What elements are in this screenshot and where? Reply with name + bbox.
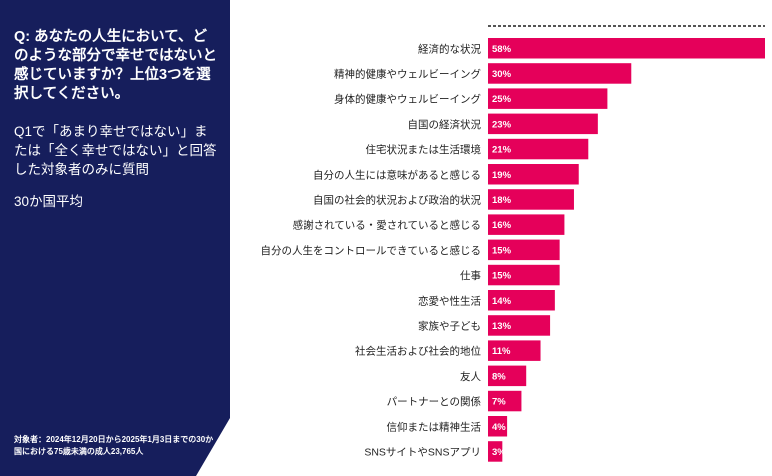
bar-chart: 経済的な状況 58% 精神的健康やウェルビーイング 30% 身体的健康やウェルビーイング… <box>261 25 765 462</box>
bar <box>488 239 560 261</box>
bar <box>488 113 598 135</box>
question-panel: Q: あなたの人生において、どのような部分で幸せではないと感じていますか？上位3… <box>0 0 230 476</box>
value-label: 7% <box>492 397 506 408</box>
category-label: 友人 <box>460 370 481 383</box>
bar <box>488 88 608 109</box>
value-label: 23% <box>492 119 512 130</box>
category-label: 社会生活および社会的地位 <box>355 345 481 358</box>
footnote: 対象者：2024年12月20日から2025年1月3日までの30か国における75歳… <box>14 435 214 456</box>
bar <box>488 138 589 160</box>
bar <box>488 214 565 235</box>
bar <box>488 38 765 59</box>
category-label: 自国の経済状況 <box>408 118 482 131</box>
bar <box>488 189 574 210</box>
category-label: 住宅状況または生活環境 <box>366 143 482 156</box>
bar <box>488 264 560 286</box>
category-label: パートナーとの関係 <box>387 396 481 408</box>
value-label: 16% <box>492 220 512 231</box>
category-label: 感謝されている・愛されていると感じる <box>293 219 481 232</box>
value-label: 14% <box>492 296 512 307</box>
value-label: 13% <box>492 321 512 332</box>
bar <box>488 365 527 387</box>
category-label: 恋愛や性生活 <box>418 294 481 307</box>
value-label: 21% <box>492 145 512 156</box>
category-label: 自分の人生には意味があると感じる <box>313 168 481 181</box>
category-label: 精神的健康やウェルビーイング <box>334 67 481 80</box>
category-label: 経済的な状況 <box>418 42 481 55</box>
category-label: 自分の人生をコントロールできていると感じる <box>261 244 482 257</box>
value-label: 15% <box>492 271 512 282</box>
bar <box>488 63 632 84</box>
category-label: 家族や子ども <box>418 319 481 332</box>
bar <box>488 164 579 185</box>
bar <box>488 441 503 462</box>
value-label: 11% <box>492 346 511 357</box>
category-label: SNSサイトやSNSアプリ <box>364 446 481 458</box>
category-label: 身体的健康やウェルビーイング <box>334 93 481 106</box>
value-label: 8% <box>492 371 506 382</box>
bar <box>488 416 508 437</box>
bar <box>488 315 551 336</box>
category-label: 自国の社会的状況および政治的状況 <box>313 193 481 206</box>
panel-background <box>0 0 230 476</box>
value-label: 18% <box>492 195 512 206</box>
scope-label: 30か国平均 <box>14 194 84 209</box>
value-label: 25% <box>492 94 512 105</box>
bar <box>488 290 555 311</box>
filter-text: Q1で「あまり幸せではない」または「全く幸せではない」と回答した対象者のみに質問 <box>14 124 217 177</box>
value-label: 19% <box>492 170 512 181</box>
value-label: 58% <box>492 44 512 55</box>
category-label: 仕事 <box>460 269 481 282</box>
value-label: 3% <box>492 447 506 458</box>
value-label: 15% <box>492 245 512 256</box>
category-label: 信仰または精神生活 <box>387 420 482 433</box>
question-text: Q: あなたの人生において、どのような部分で幸せではないと感じていますか？上位3… <box>14 29 217 102</box>
value-label: 4% <box>492 422 506 433</box>
bar <box>488 390 522 412</box>
bar <box>488 340 541 361</box>
value-label: 30% <box>492 69 512 80</box>
